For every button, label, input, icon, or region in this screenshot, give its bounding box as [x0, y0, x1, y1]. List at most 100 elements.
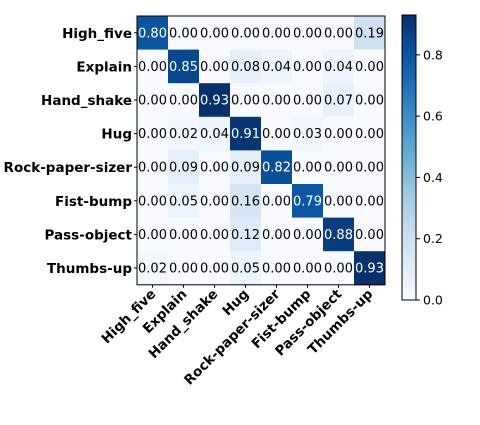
heatmap-cell-value: 0.00 — [231, 94, 260, 109]
heatmap-cell — [323, 217, 355, 252]
heatmap-cell — [292, 16, 324, 51]
heatmap-cell-value: 0.00 — [355, 228, 384, 243]
heatmap-cell — [199, 116, 231, 151]
heatmap-cell — [137, 150, 169, 185]
heatmap-cell-value: 0.00 — [262, 127, 291, 142]
heatmap-cell-value: 0.04 — [200, 127, 229, 142]
heatmap-cell — [292, 251, 324, 286]
heatmap-cell — [292, 217, 324, 252]
heatmap-cell-value: 0.00 — [262, 26, 291, 41]
y-tick-label: Hand_shake — [41, 93, 132, 109]
heatmap-cell — [292, 184, 324, 219]
heatmap-cell-value: 0.00 — [138, 127, 167, 142]
heatmap-cell — [168, 83, 200, 118]
heatmap-cell-value: 0.80 — [138, 26, 167, 41]
colorbar-tick-label: 0.8 — [423, 47, 443, 62]
y-tick-label: Fist-bump — [55, 194, 132, 210]
heatmap-cell-value: 0.00 — [293, 161, 322, 176]
heatmap-cell-value: 0.00 — [293, 94, 322, 109]
y-tick-label: High_five — [62, 26, 132, 42]
colorbar-gradient — [401, 14, 417, 301]
x-tick-labels: High_fiveExplainHand_shakeHugRock-paper-… — [99, 284, 377, 388]
heatmap-cell — [323, 251, 355, 286]
heatmap-cell-value: 0.08 — [231, 60, 260, 75]
heatmap-cell — [261, 184, 293, 219]
heatmap-cell-value: 0.04 — [324, 60, 353, 75]
heatmap-cell-value: 0.00 — [200, 60, 229, 75]
heatmap-cell-value: 0.00 — [231, 26, 260, 41]
heatmap-cells — [137, 16, 386, 286]
heatmap-cell — [230, 150, 262, 185]
heatmap-cell-value: 0.00 — [138, 161, 167, 176]
heatmap-cell — [323, 116, 355, 151]
heatmap-cell — [292, 83, 324, 118]
heatmap-cell — [199, 184, 231, 219]
y-tick-labels: High_five Explain Hand_shake Hug Rock-paper-… — [4, 26, 137, 277]
heatmap-cell — [137, 184, 169, 219]
heatmap-cell — [199, 49, 231, 84]
heatmap-cell-value: 0.05 — [169, 194, 198, 209]
y-tick-label: Rock-paper-sizer — [4, 160, 133, 176]
heatmap-cell — [168, 251, 200, 286]
heatmap-cell-value: 0.02 — [169, 127, 198, 142]
heatmap-cell-value: 0.00 — [355, 60, 384, 75]
heatmap-cell — [168, 150, 200, 185]
heatmap-cell — [354, 251, 386, 286]
heatmap-cell-value: 0.09 — [169, 161, 198, 176]
heatmap-cell — [323, 83, 355, 118]
heatmap-cell — [230, 217, 262, 252]
heatmap-cell-value: 0.03 — [293, 127, 322, 142]
heatmap-cell-value: 0.00 — [324, 194, 353, 209]
heatmap-cell — [323, 16, 355, 51]
heatmap-cell — [261, 16, 293, 51]
heatmap-cell-value: 0.82 — [262, 161, 291, 176]
heatmap-cell-value: 0.00 — [293, 60, 322, 75]
colorbar-ticks: 0.0 0.2 0.4 0.6 0.8 — [416, 47, 443, 308]
heatmap-cell — [230, 184, 262, 219]
heatmap-cell — [168, 16, 200, 51]
heatmap-cell — [168, 116, 200, 151]
heatmap-cell — [199, 16, 231, 51]
heatmap-cell — [168, 49, 200, 84]
heatmap-cell-value: 0.79 — [293, 194, 322, 209]
heatmap-cell-value: 0.00 — [262, 194, 291, 209]
heatmap-cell-value: 0.91 — [231, 127, 260, 142]
heatmap-cell-value: 0.00 — [262, 262, 291, 277]
heatmap-cell — [137, 116, 169, 151]
heatmap-cell — [292, 150, 324, 185]
heatmap-cell-value: 0.00 — [169, 26, 198, 41]
heatmap-cell-value: 0.00 — [262, 94, 291, 109]
heatmap-cell-value: 0.00 — [324, 127, 353, 142]
heatmap-cell — [354, 116, 386, 151]
heatmap-cell-value: 0.04 — [262, 60, 291, 75]
heatmap-cell — [230, 16, 262, 51]
heatmap-cell — [261, 83, 293, 118]
heatmap-cell — [292, 116, 324, 151]
heatmap-cell-value: 0.07 — [324, 94, 353, 109]
heatmap-cell — [230, 251, 262, 286]
heatmap-cell — [230, 49, 262, 84]
heatmap-cell-value: 0.00 — [293, 262, 322, 277]
colorbar: 0.0 0.2 0.4 0.6 0.8 — [401, 14, 443, 308]
heatmap-cell — [354, 16, 386, 51]
heatmap-cell — [292, 49, 324, 84]
colorbar-tick-label: 0.0 — [423, 293, 443, 308]
heatmap-cell-values: 0.80 0.00 0.00 0.00 0.00 0.00 0.00 0.190.00 0.85… — [138, 26, 384, 276]
heatmap-cell — [354, 184, 386, 219]
heatmap-cell — [137, 217, 169, 252]
heatmap-cell — [261, 49, 293, 84]
heatmap-cell — [199, 217, 231, 252]
heatmap-cell — [323, 184, 355, 219]
heatmap-cell-value: 0.00 — [138, 228, 167, 243]
heatmap-cell-value: 0.00 — [324, 161, 353, 176]
heatmap-cell-value: 0.00 — [355, 194, 384, 209]
heatmap-cell-value: 0.00 — [200, 194, 229, 209]
heatmap-cell — [261, 217, 293, 252]
heatmap-cell-value: 0.00 — [169, 262, 198, 277]
heatmap-cell-value: 0.05 — [231, 262, 260, 277]
heatmap-cell-value: 0.16 — [231, 194, 260, 209]
heatmap-cell-value: 0.00 — [200, 262, 229, 277]
heatmap-cell-value: 0.88 — [324, 228, 353, 243]
heatmap-cell — [168, 217, 200, 252]
heatmap-cell-value: 0.00 — [355, 161, 384, 176]
